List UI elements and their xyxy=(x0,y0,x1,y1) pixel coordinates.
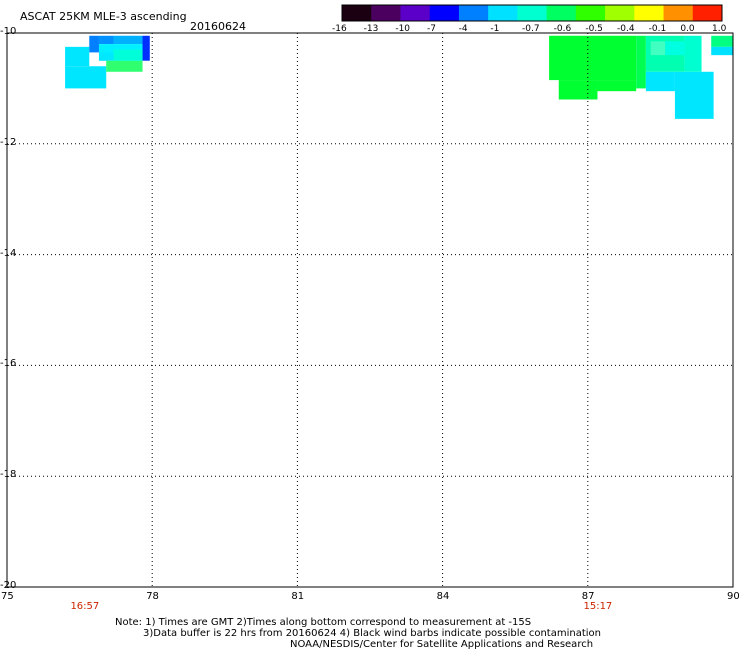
data-cell xyxy=(558,80,598,100)
colorbar-label: -0.1 xyxy=(648,24,667,34)
colorbar-swatch-11 xyxy=(663,5,694,21)
colorbar-label: -16 xyxy=(332,24,347,34)
data-cell xyxy=(684,35,702,72)
y-tick-label: -12 xyxy=(0,136,17,148)
colorbar-label: -7 xyxy=(427,24,436,34)
data-cell xyxy=(113,35,143,45)
pass-time-label: 16:57 xyxy=(70,601,100,612)
data-cell xyxy=(645,71,675,92)
colorbar-label: -0.7 xyxy=(522,24,540,34)
colorbar-swatch-10 xyxy=(634,5,665,21)
data-cell xyxy=(711,46,733,56)
data-cell xyxy=(549,35,637,81)
colorbar xyxy=(341,4,723,22)
data-cell xyxy=(106,60,143,72)
data-cell xyxy=(89,35,99,53)
colorbar-swatch-12 xyxy=(692,5,723,21)
data-cell xyxy=(98,35,114,45)
pass-time-label: 15:17 xyxy=(583,601,613,612)
note-line-1: Note: 1) Times are GMT 2)Times along bot… xyxy=(115,617,532,628)
map-title: ASCAT 25KM MLE-3 ascending xyxy=(20,10,187,23)
x-tick-label: 90 xyxy=(727,591,740,602)
data-cell xyxy=(711,35,733,47)
colorbar-swatch-0 xyxy=(342,5,372,21)
y-tick-label: -10 xyxy=(0,26,17,37)
colorbar-label: -10 xyxy=(395,24,411,34)
colorbar-label: -1 xyxy=(490,24,500,34)
colorbar-label: -0.4 xyxy=(617,24,635,34)
colorbar-swatch-4 xyxy=(458,5,489,21)
colorbar-swatch-8 xyxy=(575,5,606,21)
colorbar-label: -13 xyxy=(363,24,379,34)
data-cell xyxy=(65,46,90,67)
x-tick-label: 81 xyxy=(291,591,305,602)
x-tick-label: 78 xyxy=(146,591,159,602)
x-tick-label: 75 xyxy=(1,591,14,602)
x-tick-label: 87 xyxy=(581,591,595,602)
data-cell xyxy=(113,49,143,61)
colorbar-swatch-7 xyxy=(546,5,577,21)
data-cell xyxy=(65,66,107,89)
colorbar-label: 1.0 xyxy=(712,24,727,34)
note-line-3: NOAA/NESDIS/Center for Satellite Applica… xyxy=(290,639,594,650)
map-date: 20160624 xyxy=(190,20,246,33)
colorbar-label: 0.0 xyxy=(680,24,695,34)
colorbar-swatch-9 xyxy=(605,5,635,21)
y-tick-label: -20 xyxy=(0,580,17,591)
note-line-2: 3)Data buffer is 22 hrs from 20160624 4)… xyxy=(143,628,601,639)
data-cell xyxy=(650,41,666,56)
colorbar-label: -4 xyxy=(458,24,468,34)
map-frame xyxy=(6,32,734,588)
y-tick-label: -14 xyxy=(0,247,17,259)
data-cell xyxy=(597,80,637,92)
colorbar-label: -0.6 xyxy=(553,24,572,34)
colorbar-label: -0.5 xyxy=(585,24,603,34)
y-tick-label: -18 xyxy=(0,469,17,481)
data-cell xyxy=(674,71,714,119)
y-tick-label: -16 xyxy=(0,358,17,370)
data-cell xyxy=(636,35,646,89)
colorbar-swatch-1 xyxy=(371,5,401,21)
colorbar-swatch-2 xyxy=(400,5,431,21)
colorbar-swatch-6 xyxy=(517,5,548,21)
colorbar-swatch-5 xyxy=(488,5,518,21)
data-cell xyxy=(142,35,150,61)
data-cell xyxy=(98,52,114,61)
x-tick-label: 84 xyxy=(436,591,450,602)
colorbar-swatch-3 xyxy=(429,5,460,21)
